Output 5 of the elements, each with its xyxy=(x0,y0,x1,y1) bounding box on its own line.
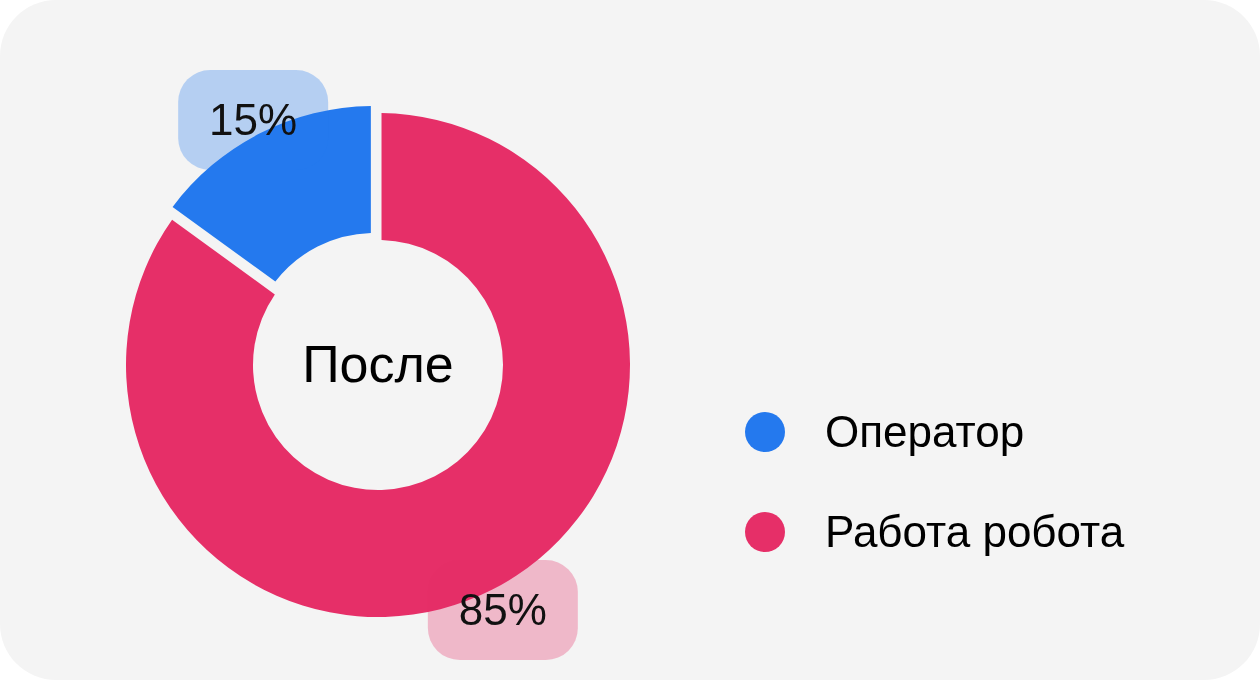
data-label: 15% xyxy=(209,94,298,144)
text: После xyxy=(302,335,454,393)
legend-label: Оператор xyxy=(825,407,1025,456)
data-label: 85% xyxy=(458,585,547,635)
legend-label: Работа робота xyxy=(825,507,1125,556)
